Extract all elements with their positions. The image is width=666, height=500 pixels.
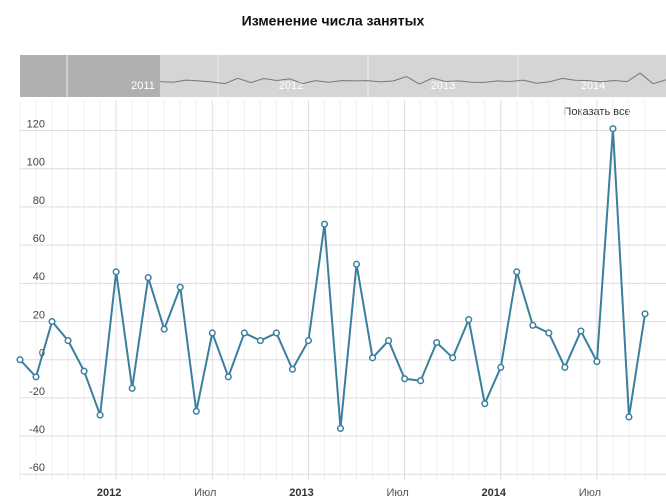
- navigator[interactable]: [20, 55, 666, 97]
- navigator-label: 2011: [131, 80, 155, 92]
- point: [352, 260, 361, 268]
- point: [417, 377, 425, 385]
- point: [48, 317, 56, 326]
- point: [577, 327, 585, 335]
- y-tick-label: 60: [33, 233, 45, 245]
- x-tick-label: 2014: [482, 487, 507, 499]
- point: [593, 358, 601, 366]
- y-tick-label: -40: [29, 424, 45, 436]
- point: [641, 310, 649, 318]
- x-tick-label: 2012: [97, 487, 121, 499]
- y-tick-label: 80: [33, 195, 45, 207]
- point: [112, 268, 120, 276]
- y-tick-label: -60: [29, 462, 45, 474]
- point: [513, 268, 521, 276]
- navigator-label: 2012: [279, 80, 303, 92]
- y-tick-label: 40: [33, 271, 45, 283]
- chart-title: Изменение числа занятых: [242, 13, 425, 29]
- point: [625, 413, 633, 421]
- point: [336, 424, 345, 432]
- point: [240, 329, 248, 337]
- x-tick-label: Июл: [194, 487, 216, 499]
- point: [320, 220, 329, 228]
- point: [272, 329, 280, 337]
- point: [224, 373, 232, 381]
- navigator-label: 2013: [431, 80, 455, 92]
- x-tick-label: 2013: [289, 487, 313, 499]
- point: [288, 365, 296, 373]
- point: [497, 363, 505, 371]
- point: [176, 283, 184, 291]
- navigator-label: 2014: [581, 80, 605, 92]
- point: [96, 411, 104, 419]
- y-tick-label: -20: [29, 386, 45, 398]
- series-line: [19, 128, 646, 429]
- point: [160, 325, 168, 333]
- point: [64, 337, 72, 345]
- point: [369, 354, 377, 362]
- point: [401, 375, 409, 383]
- point: [208, 329, 216, 337]
- point: [192, 407, 200, 415]
- point: [80, 367, 88, 375]
- y-tick-label: 100: [27, 157, 45, 169]
- point: [304, 337, 313, 345]
- x-tick-label: Июл: [579, 487, 601, 499]
- point: [385, 337, 393, 345]
- point: [481, 400, 489, 408]
- point: [465, 316, 473, 324]
- y-tick-label: 120: [27, 118, 45, 130]
- y-tick-label: 20: [33, 309, 45, 321]
- point: [144, 274, 152, 282]
- point: [561, 363, 569, 371]
- point: [128, 384, 136, 392]
- point: [529, 321, 537, 329]
- point: [32, 373, 40, 381]
- point: [609, 125, 617, 133]
- point: [433, 338, 441, 347]
- navigator-mask[interactable]: [20, 55, 160, 97]
- x-tick-label: Июл: [386, 487, 408, 499]
- point: [545, 329, 553, 337]
- point: [256, 337, 264, 345]
- navigator-series: [159, 72, 666, 85]
- point: [449, 354, 457, 362]
- point: [16, 356, 24, 364]
